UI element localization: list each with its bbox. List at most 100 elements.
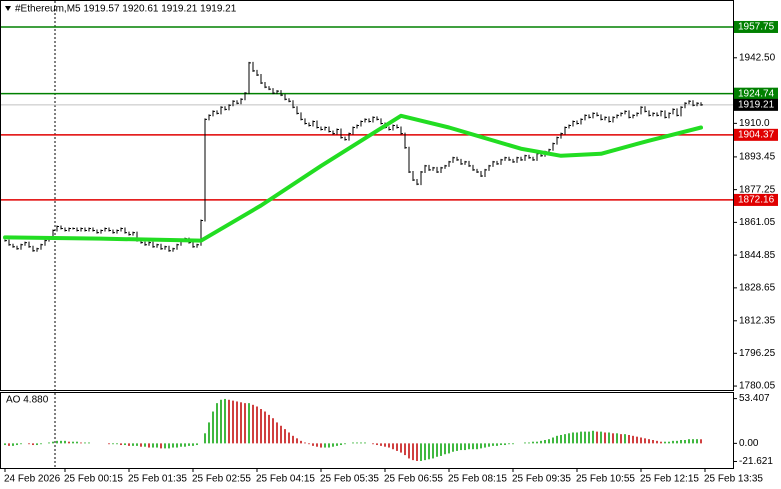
price-bar [436, 166, 439, 173]
price-bar [60, 225, 63, 230]
price-bar [300, 112, 303, 121]
level-label-box [734, 87, 778, 100]
level-label: 1957.75 [738, 22, 775, 33]
price-bar [516, 156, 519, 163]
price-bar [4, 239, 7, 242]
price-bar [404, 132, 407, 149]
price-bar [608, 116, 611, 123]
y-tick-label: 1861.05 [739, 217, 776, 228]
level-label-box [734, 128, 778, 141]
price-bar [100, 229, 103, 234]
price-bar [196, 243, 199, 248]
price-bar [624, 110, 627, 115]
price-bar [660, 110, 663, 117]
price-bar [580, 118, 583, 125]
price-bar [116, 229, 119, 234]
price-bar [596, 112, 599, 117]
price-bar [92, 227, 95, 232]
price-bar [84, 227, 87, 232]
price-bar [344, 136, 347, 141]
price-bar [532, 156, 535, 161]
price-bar [584, 114, 587, 121]
price-bar [148, 241, 151, 246]
price-bar [396, 124, 399, 129]
x-tick-label: 25 Feb 00:15 [64, 474, 123, 485]
x-tick-label: 25 Feb 12:15 [640, 474, 699, 485]
price-bar [292, 100, 295, 109]
price-bar [408, 146, 411, 173]
price-bar [304, 118, 307, 125]
price-bar [44, 239, 47, 246]
price-bar [444, 164, 447, 169]
price-bar [108, 227, 111, 232]
price-bar [480, 170, 483, 177]
price-bar [692, 100, 695, 107]
price-bar [112, 229, 115, 234]
y-tick-label: 1828.65 [739, 282, 776, 293]
price-bar [504, 156, 507, 161]
price-bar [224, 106, 227, 111]
price-bar [176, 243, 179, 250]
price-bar [640, 106, 643, 115]
indicator-panel [0, 392, 734, 469]
x-tick-label: 25 Feb 01:35 [128, 474, 187, 485]
price-bar [520, 156, 523, 161]
price-bar [336, 128, 339, 135]
price-bar [476, 168, 479, 173]
price-bar [616, 114, 619, 119]
price-bar [164, 245, 167, 250]
price-bar [468, 160, 471, 167]
price-bar [284, 94, 287, 101]
price-bar [552, 142, 555, 151]
price-bar [448, 160, 451, 167]
price-bar [684, 102, 687, 109]
price-bar [232, 100, 235, 107]
price-bar [512, 158, 515, 163]
price-bar [124, 227, 127, 234]
price-bar [192, 241, 195, 248]
last-price-label: 1919.21 [738, 99, 775, 110]
price-bar [496, 160, 499, 165]
menu-icon [5, 6, 11, 11]
price-bar [20, 243, 23, 250]
price-bar [632, 114, 635, 119]
indicator-title: AO 4.880 [6, 395, 49, 406]
x-tick-label: 25 Feb 06:55 [384, 474, 443, 485]
price-bar [228, 104, 231, 111]
price-bar [24, 241, 27, 246]
price-bar [644, 106, 647, 113]
price-bar [12, 243, 15, 248]
price-bar [264, 82, 267, 89]
price-bar [424, 164, 427, 173]
price-bar [356, 124, 359, 129]
price-bar [700, 102, 703, 106]
price-bar [104, 227, 107, 232]
level-label: 1924.74 [738, 88, 775, 99]
price-bar [76, 227, 79, 232]
price-bar [296, 106, 299, 115]
y-tick-label: 1796.25 [739, 348, 776, 359]
price-bar [456, 156, 459, 161]
x-tick-label: 25 Feb 09:35 [512, 474, 571, 485]
price-bar [80, 227, 83, 232]
price-bar [484, 168, 487, 177]
price-bar [668, 112, 671, 119]
price-bar [208, 114, 211, 121]
price-bar [696, 102, 699, 107]
price-bar [132, 231, 135, 236]
price-bar [600, 114, 603, 121]
price-bar [32, 245, 35, 252]
y-tick-label: 1877.25 [739, 184, 776, 195]
price-bar [316, 120, 319, 129]
y-tick-label: 1893.45 [739, 152, 776, 163]
x-tick-label: 24 Feb 2026 [4, 474, 61, 485]
x-tick-label: 25 Feb 02:55 [192, 474, 251, 485]
price-bar [440, 166, 443, 173]
price-bar [372, 116, 375, 123]
moving-average [3, 113, 703, 243]
y-tick-label: 1812.35 [739, 315, 776, 326]
price-bar [420, 170, 423, 186]
price-bar [288, 98, 291, 103]
